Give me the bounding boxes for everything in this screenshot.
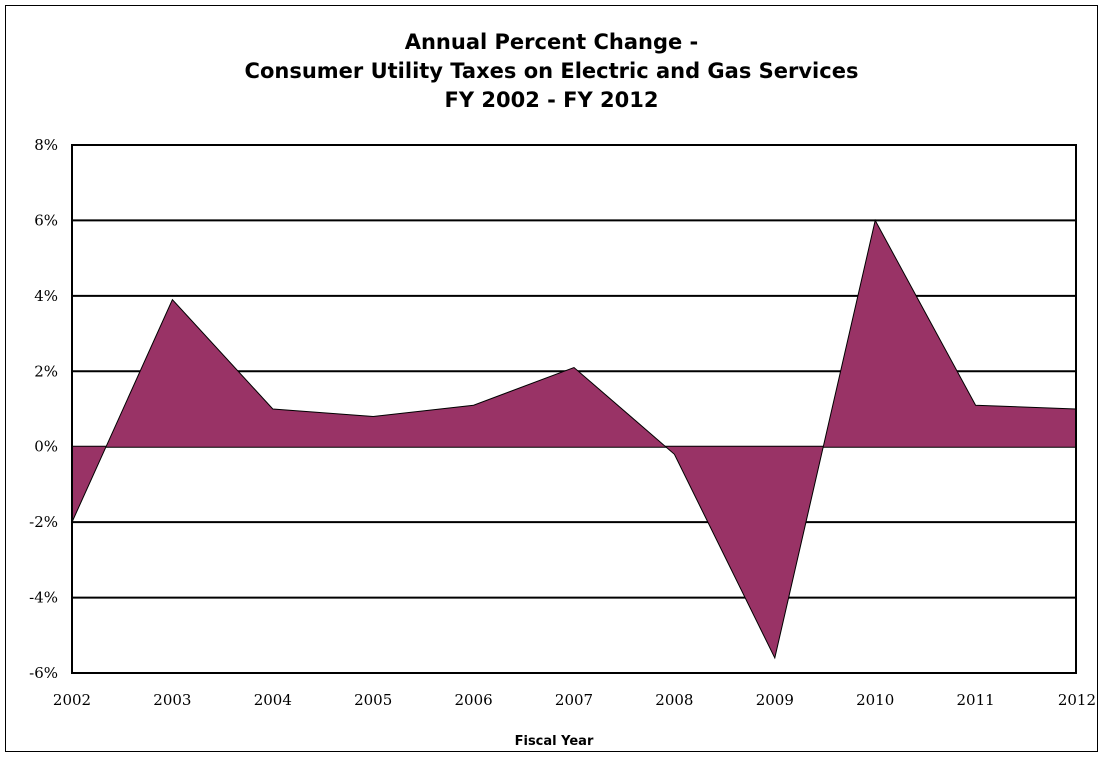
y-tick-label: 6% [34,211,58,229]
chart-title: Annual Percent Change - Consumer Utility… [0,28,1103,115]
x-tick-label: 2003 [153,691,191,709]
x-tick-label: 2012 [1058,691,1096,709]
chart-title-line-3: FY 2002 - FY 2012 [444,88,659,112]
x-tick-label: 2008 [655,691,693,709]
x-tick-label: 2005 [354,691,392,709]
y-tick-label: -4% [29,589,58,607]
chart-title-line-2: Consumer Utility Taxes on Electric and G… [244,59,859,83]
y-tick-label: 2% [34,362,58,380]
y-tick-label: -2% [29,513,58,531]
y-tick-label: 8% [34,136,58,154]
x-tick-label: 2007 [555,691,593,709]
x-axis-ticks: 2002 2003 2004 2005 2006 2007 2008 2009 2010 2011… [53,691,1096,709]
x-axis-label: Fiscal Year [515,734,594,749]
x-tick-label: 2010 [856,691,894,709]
x-tick-label: 2009 [756,691,794,709]
y-tick-label: 4% [34,287,58,305]
plot-area-border [71,144,1077,674]
chart-title-line-1: Annual Percent Change - [404,30,699,54]
x-tick-label: 2004 [254,691,292,709]
series-line [71,219,1077,660]
series-area [72,220,1076,658]
y-tick-label: -6% [29,664,58,682]
x-tick-label: 2011 [957,691,995,709]
y-tick-label: 0% [34,438,58,456]
y-axis-ticks: 8% 6% 4% 2% 0% -2% -4% -6% [29,136,58,682]
x-tick-label: 2006 [455,691,493,709]
x-tick-label: 2002 [53,691,91,709]
